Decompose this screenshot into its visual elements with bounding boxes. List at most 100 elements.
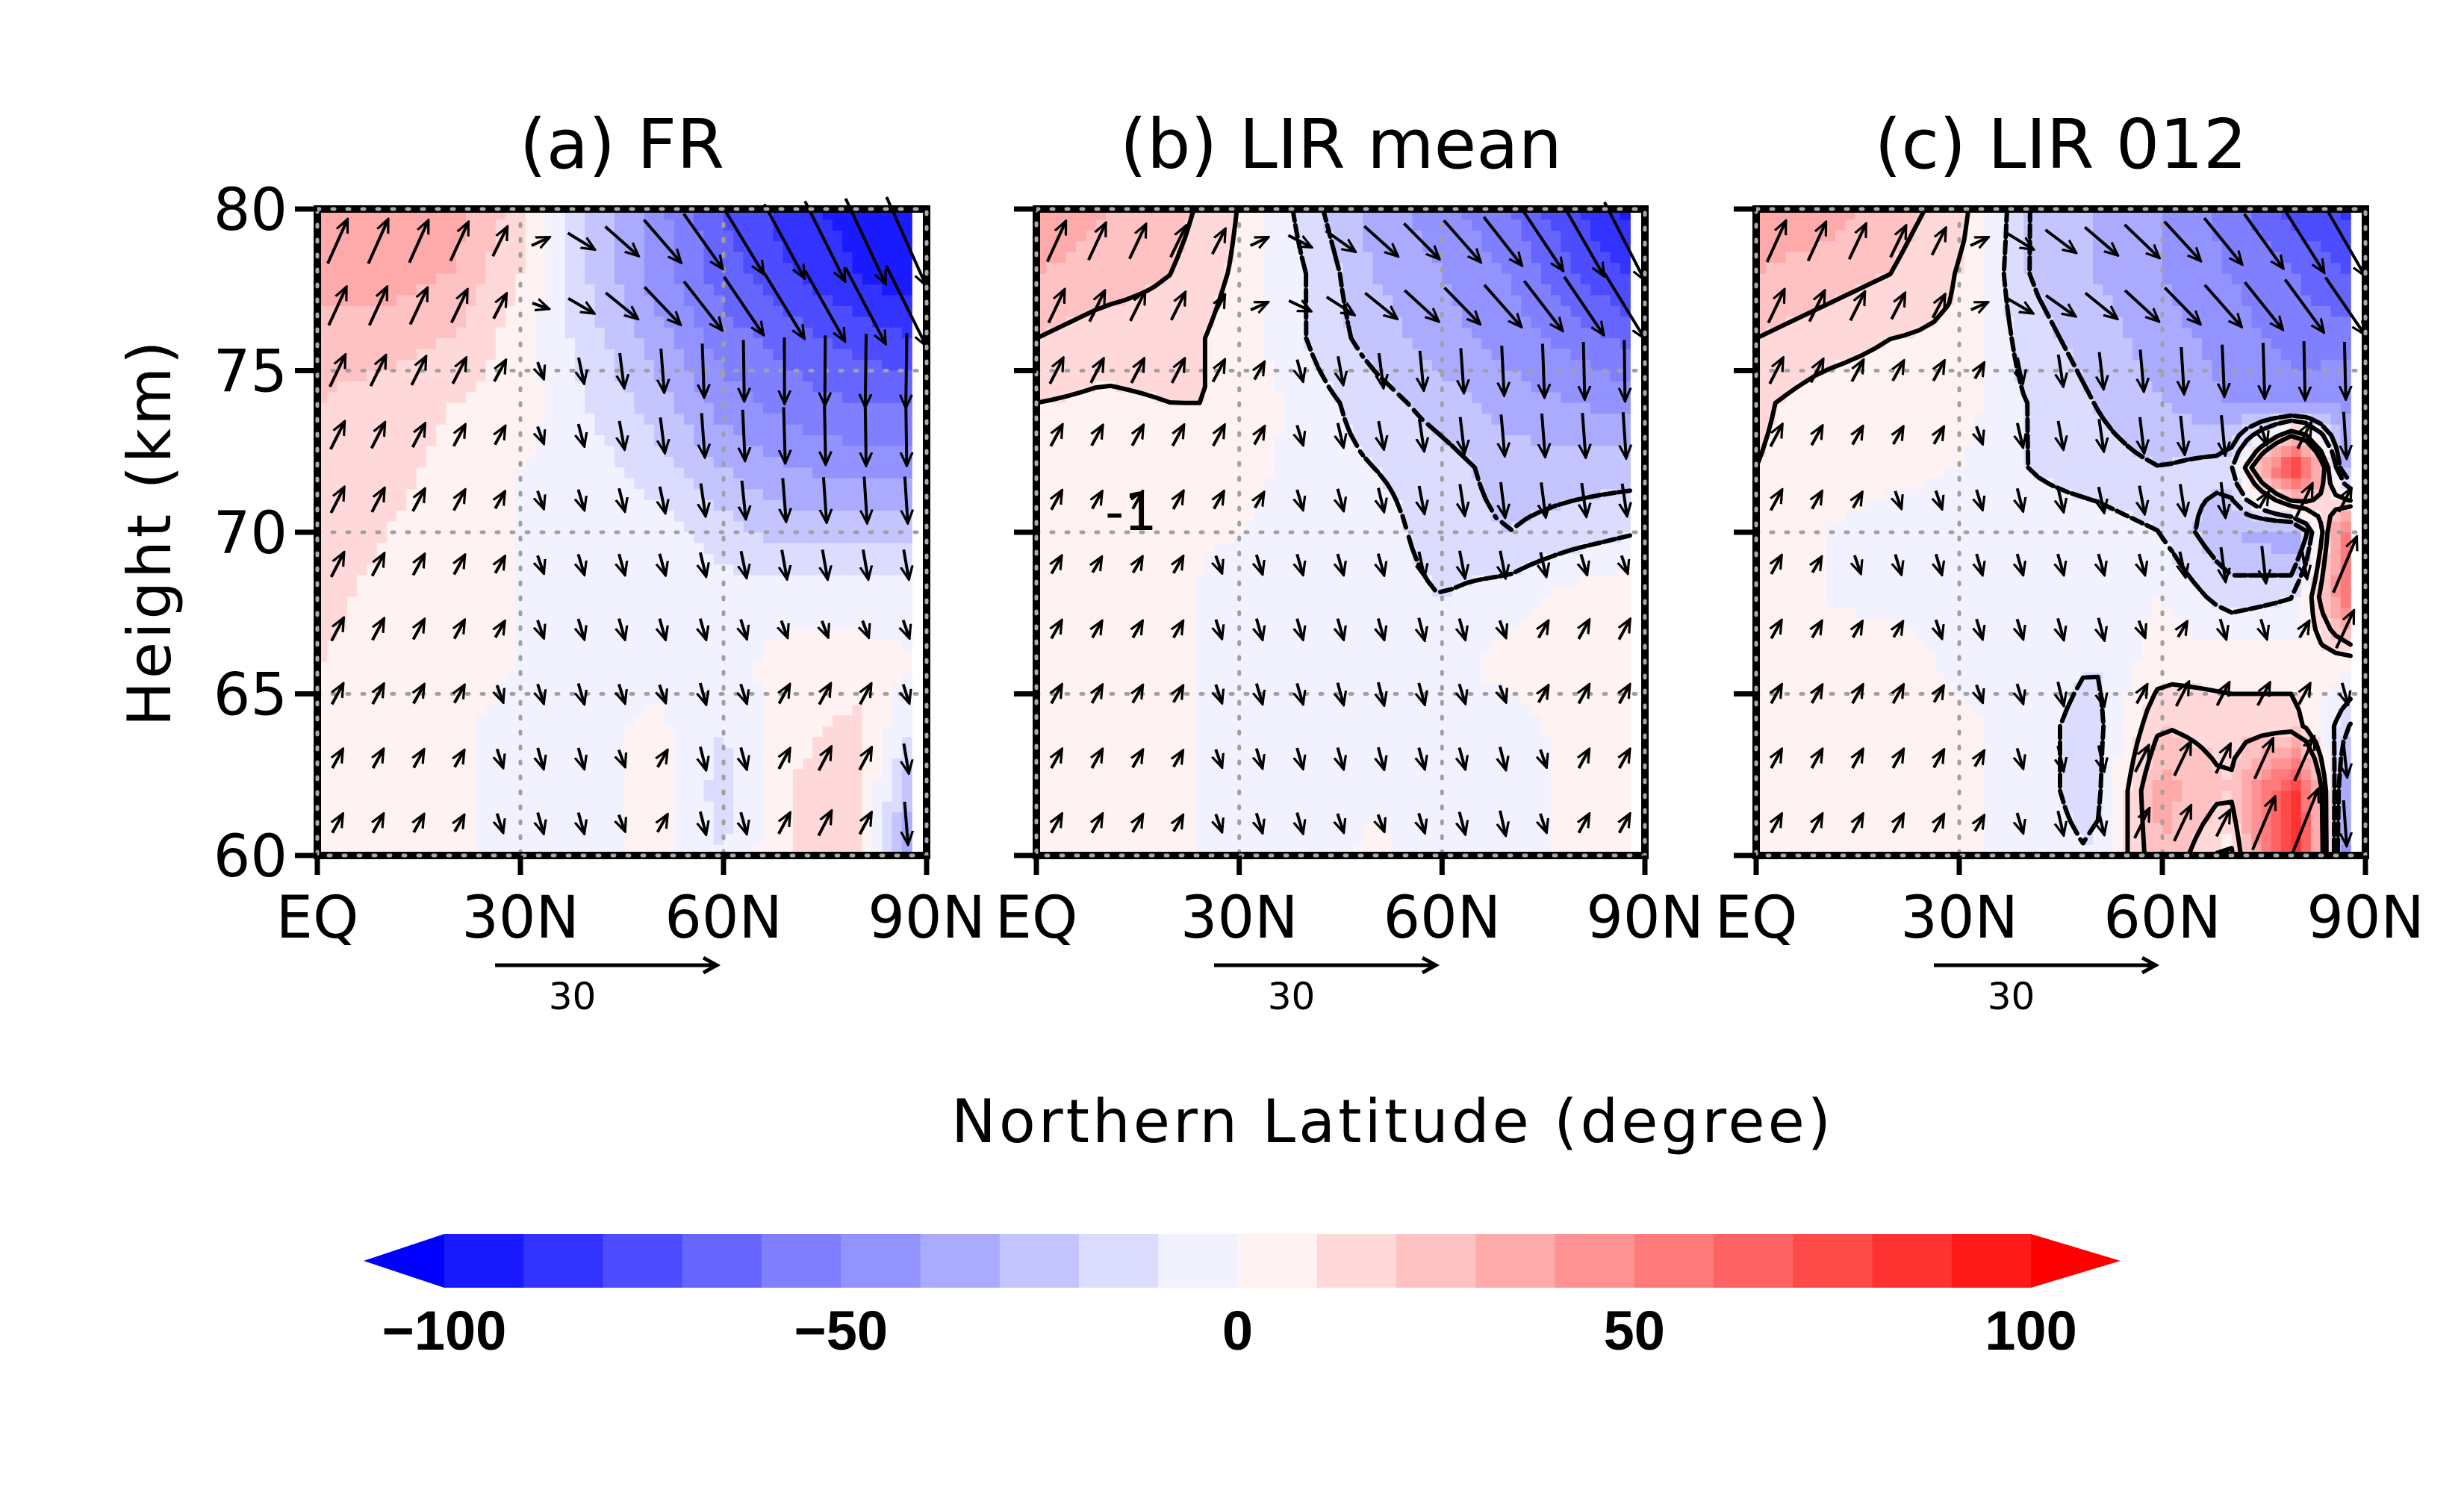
fill-cell [604,381,615,393]
fill-cell [892,791,903,802]
fill-cell [1145,317,1156,328]
fill-cell [367,618,378,630]
fill-cell [545,414,556,426]
fill-cell [803,661,814,673]
fill-cell [406,230,417,243]
fill-cell [564,596,576,608]
fill-cell [703,640,715,652]
fill-cell [713,640,724,652]
fill-cell [594,370,606,382]
fill-cell [1570,360,1581,372]
fill-cell [644,424,655,436]
fill-cell [723,726,734,738]
fill-cell [753,543,764,555]
fill-cell [882,812,893,824]
fill-cell [515,327,526,339]
fill-cell [436,758,447,770]
fill-cell [1046,284,1057,296]
fill-cell [436,273,447,285]
fill-cell [852,230,863,243]
fill-cell [673,823,685,835]
fill-cell [901,650,912,662]
fill-cell [1105,241,1116,253]
fill-cell [1491,317,1502,328]
fill-cell [1105,273,1116,285]
fill-cell [624,780,635,792]
fill-cell [564,424,576,436]
fill-cell [416,478,427,490]
fill-cell [1184,284,1195,296]
fill-cell [1263,402,1275,414]
fill-cell [426,370,437,382]
fill-cell [564,284,576,296]
fill-cell [694,640,705,652]
wind-vector [859,684,871,705]
fill-cell [1323,252,1334,264]
fill-cell [1254,349,1265,361]
fill-cell [871,543,883,555]
fill-cell [564,672,576,684]
fill-cell [446,780,457,792]
fill-cell [436,704,447,717]
fill-cell [1195,360,1206,372]
fill-cell [564,693,576,705]
fill-cell [564,532,576,544]
fill-cell [406,295,417,307]
wind-vector [495,556,505,574]
wind-vector [451,358,466,384]
fill-cell [1145,414,1156,426]
fill-cell [505,424,517,436]
fill-cell [1393,349,1404,361]
fill-cell [346,769,358,781]
fill-cell [852,596,863,608]
fill-cell [476,791,487,802]
fill-cell [1263,252,1275,264]
fill-cell [733,381,744,393]
fill-cell [357,618,368,630]
fill-cell [803,693,814,705]
fill-cell [476,424,487,436]
fill-cell [852,715,863,727]
fill-cell [1263,360,1275,372]
fill-cell [683,650,694,662]
fill-cell [515,424,526,436]
fill-cell [664,780,675,792]
fill-cell [832,586,843,598]
fill-cell [525,402,536,414]
fill-cell [694,273,705,285]
fill-cell [455,780,467,792]
wind-vector [371,618,385,641]
fill-cell [733,457,744,469]
fill-cell [574,467,585,479]
fill-cell [446,640,457,652]
fill-cell [466,769,477,781]
fill-cell [803,219,814,231]
fill-cell [763,693,774,705]
fill-cell [515,629,526,641]
fill-cell [545,489,556,501]
fill-cell [694,305,705,318]
fill-cell [1511,327,1522,339]
fill-cell [753,435,764,447]
fill-cell [634,769,645,781]
fill-cell [1056,414,1067,426]
fill-cell [346,758,358,770]
fill-cell [832,596,843,608]
fill-cell [892,801,903,813]
wind-vector [844,198,888,284]
fill-cell [763,704,774,717]
fill-cell [1116,219,1127,231]
fill-cell [1254,252,1265,264]
fill-cell [882,402,893,414]
fill-cell [733,317,744,328]
fill-cell [446,608,457,620]
fill-cell [1382,338,1393,350]
fill-cell [694,327,705,339]
fill-cell [1175,338,1186,350]
fill-cell [713,726,724,738]
wind-vector [410,356,428,386]
fill-cell [1234,327,1245,339]
fill-cell [376,478,388,490]
fill-cell [1195,338,1206,350]
fill-cell [783,327,794,339]
